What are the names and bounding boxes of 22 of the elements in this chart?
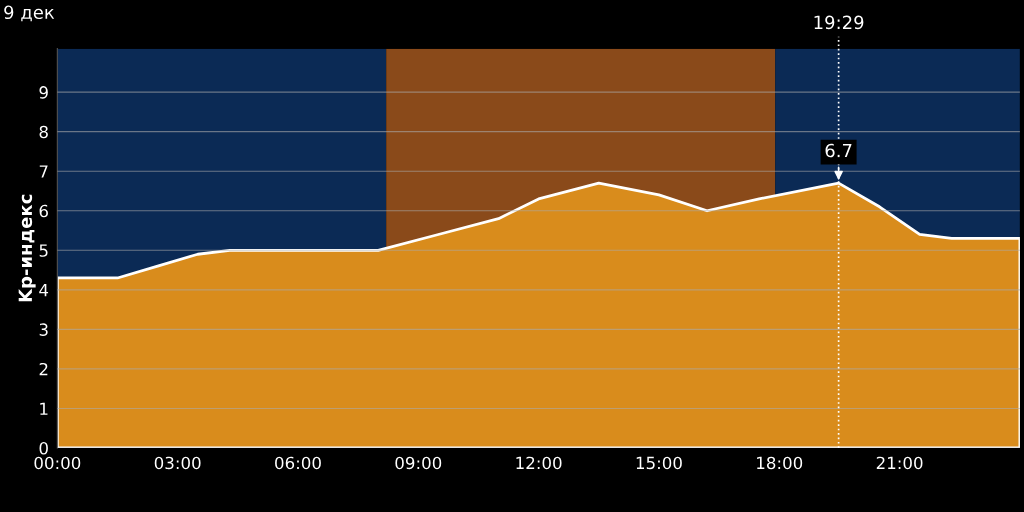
- x-tick-label: 03:00: [154, 456, 201, 470]
- y-tick-label: 7: [39, 165, 48, 178]
- x-tick-label: 12:00: [516, 456, 562, 470]
- y-tick-label: 8: [39, 125, 48, 139]
- x-tick-label: 06:00: [275, 456, 321, 470]
- y-tick-label: 3: [39, 323, 48, 336]
- chart-title: 9 дек: [4, 5, 55, 22]
- y-tick-label: 6: [39, 204, 48, 218]
- y-tick-label: 0: [39, 441, 48, 455]
- y-axis-title: Kp-индекс: [18, 194, 36, 302]
- y-tick-label: 9: [39, 86, 48, 99]
- x-tick-label: 09:00: [395, 456, 442, 470]
- x-tick-label: 18:00: [757, 456, 803, 470]
- annotation: 6.7: [825, 143, 852, 158]
- x-tick-label: 21:00: [876, 456, 923, 470]
- ref-line-label: 19:29: [814, 15, 864, 30]
- y-tick-label: 4: [39, 284, 49, 297]
- y-tick-label: 2: [39, 362, 48, 376]
- y-tick-label: 1: [40, 402, 48, 415]
- x-tick-label: 15:00: [636, 456, 682, 470]
- x-tick-label: 00:00: [34, 456, 81, 470]
- y-tick-label: 5: [39, 244, 48, 257]
